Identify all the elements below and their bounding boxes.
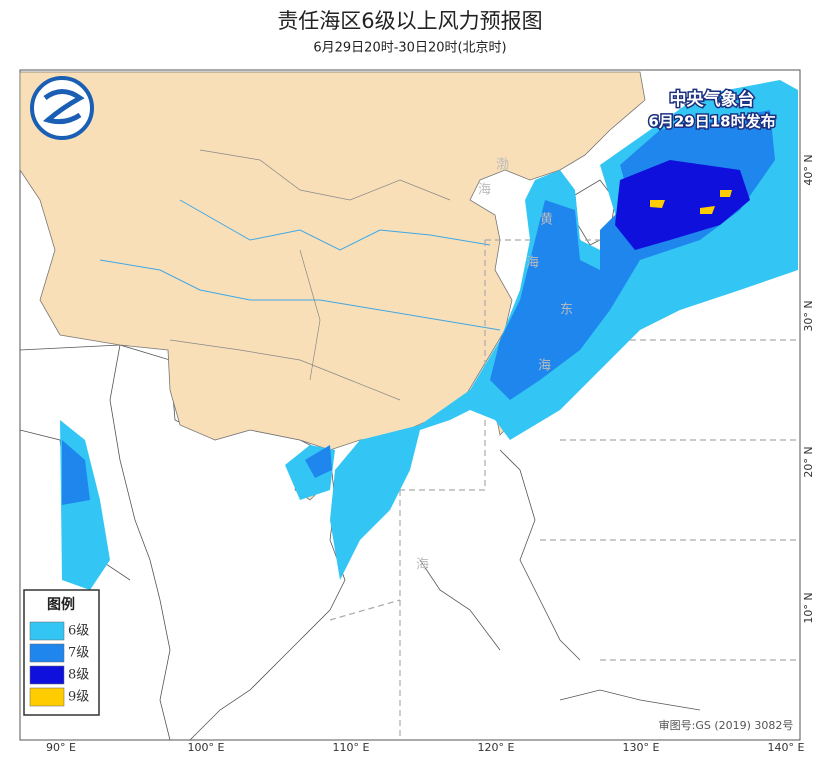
longitude-label: 130° E — [623, 741, 660, 754]
map-number-box — [655, 716, 798, 736]
agency: 中央气象台 — [670, 89, 755, 110]
legend: 图例 6级 7级 8级 9级 — [23, 589, 100, 716]
wind-area — [305, 445, 332, 478]
wind-area — [615, 160, 750, 250]
longitude-label: 110° E — [333, 741, 370, 754]
sea-label: 海 — [538, 359, 551, 374]
wind-area — [62, 440, 90, 505]
logo-mark — [42, 89, 85, 125]
legend-title: 图例 — [47, 596, 75, 613]
sea-label: 渤 — [496, 157, 509, 173]
coastline — [419, 449, 701, 711]
legend-swatch — [29, 665, 65, 685]
legend-label: 8级 — [68, 668, 89, 683]
sea-label: 海 — [478, 183, 491, 198]
legend-label: 7级 — [68, 646, 89, 661]
sea-label: 海 — [416, 558, 429, 573]
latitude-label: 40° N — [802, 154, 815, 185]
map-area: 中央气象台 6月29日18时发布 渤 海 黄 海 东 海 海 审图号:GS (2… — [19, 69, 801, 741]
latitude-label: 30° N — [802, 300, 815, 331]
longitude-label: 120° E — [478, 741, 515, 754]
river — [99, 199, 501, 331]
subtitle: 6月29日20时-30日20时(北京时) — [313, 41, 506, 56]
wind-area — [650, 190, 732, 214]
wind-areas — [60, 80, 798, 590]
title: 责任海区6级以上风力预报图 — [277, 9, 542, 33]
longitude-label: 90° E — [46, 741, 76, 754]
legend-swatch — [29, 687, 65, 707]
longitude-label: 140° E — [768, 741, 805, 754]
sea-label: 东 — [560, 303, 573, 318]
issued-time: 6月29日18时发布 — [648, 113, 775, 131]
longitude-label: 100° E — [188, 741, 225, 754]
sea-label: 黄 — [540, 213, 553, 228]
axis-labels: 90° E 100° E 110° E 120° E 130° E 140° E 10° N… — [46, 154, 815, 754]
map-number: 审图号:GS (2019) 3082号 — [659, 718, 794, 732]
latitude-label: 20° N — [802, 446, 815, 477]
latitude-label: 10° N — [802, 592, 815, 623]
sea-label: 海 — [526, 256, 539, 271]
province-border — [169, 149, 451, 401]
legend-label: 9级 — [68, 690, 89, 705]
legend-label: 6级 — [68, 624, 89, 639]
legend-swatch — [29, 643, 65, 663]
legend-swatch — [29, 621, 65, 641]
